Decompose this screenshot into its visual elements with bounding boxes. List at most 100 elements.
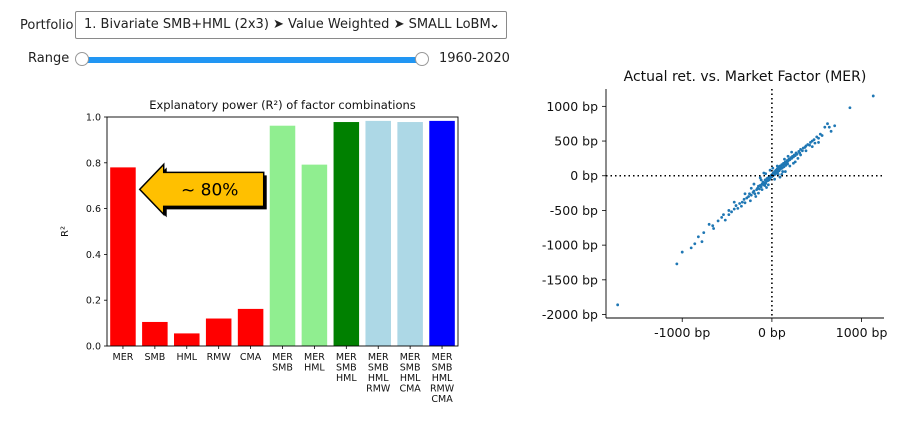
- scatter-x-tick-label: -1000 bp: [654, 325, 710, 340]
- bar: [301, 164, 328, 346]
- scatter-point: [734, 204, 738, 207]
- scatter-point: [754, 195, 758, 198]
- mer-scatter-chart: Actual ret. vs. Market Factor (MER) -1000…: [542, 69, 888, 340]
- bar-x-tick-label: MER: [272, 352, 293, 363]
- bar: [142, 321, 168, 346]
- bar: [365, 120, 391, 346]
- scatter-point: [786, 154, 790, 158]
- scatter-point: [743, 192, 747, 196]
- scatter-point: [817, 141, 820, 144]
- scatter-point: [771, 166, 775, 170]
- bar-x-tick-label: SMB: [336, 363, 357, 374]
- scatter-y-tick-label: 1000 bp: [546, 99, 598, 114]
- scatter-point: [752, 189, 756, 193]
- scatter-point: [740, 200, 744, 204]
- scatter-point: [749, 186, 753, 190]
- range-slider-track[interactable]: [82, 57, 422, 63]
- bar-x-tick-label: SMB: [272, 363, 293, 374]
- scatter-point: [781, 170, 785, 173]
- portfolio-select-value: 1. Bivariate SMB+HML (2x3) ➤ Value Weigh…: [84, 17, 491, 32]
- scatter-y-tick-label: -1000 bp: [542, 238, 598, 253]
- bar: [174, 333, 200, 346]
- bar-x-tick-label: MER: [432, 352, 453, 363]
- bar-x-tick-label: HML: [336, 373, 357, 384]
- scatter-point: [823, 125, 827, 129]
- scatter-point: [759, 185, 763, 189]
- bar-x-tick-label: MER: [336, 352, 357, 363]
- scatter-point: [812, 138, 816, 142]
- bar-x-tick-label: RMW: [366, 384, 391, 395]
- bar-x-tick-label: HML: [400, 373, 421, 384]
- scatter-point: [827, 125, 831, 129]
- scatter-point: [810, 145, 814, 148]
- scatter-point: [765, 186, 768, 189]
- scatter-point: [813, 141, 817, 145]
- scatter-point: [871, 94, 875, 98]
- scatter-point: [799, 153, 802, 157]
- bar-y-tick-label: 0.6: [86, 204, 101, 215]
- scatter-point: [700, 240, 704, 244]
- scatter-point: [800, 149, 804, 153]
- scatter-point: [696, 235, 700, 239]
- scatter-point: [727, 209, 731, 212]
- scatter-point: [820, 134, 824, 137]
- bar-y-tick-label: 0.4: [86, 250, 101, 261]
- bar-x-tick-label: SMB: [368, 363, 389, 374]
- scatter-point: [712, 227, 716, 230]
- scatter-point: [680, 250, 684, 254]
- scatter-point: [747, 195, 750, 198]
- scatter-point: [738, 202, 742, 205]
- scatter-point: [753, 192, 757, 196]
- scatter-point: [768, 168, 772, 172]
- bar-x-tick-label: MER: [368, 352, 389, 363]
- scatter-point: [795, 152, 799, 156]
- range-slider-start-handle[interactable]: [75, 52, 89, 66]
- scatter-y-tick-label: 0 bp: [570, 168, 598, 183]
- bar: [237, 308, 264, 346]
- scatter-point: [804, 149, 808, 153]
- scatter-point: [829, 129, 833, 133]
- scatter-point: [778, 175, 782, 179]
- bar-x-tick-label: CMA: [399, 384, 421, 395]
- scatter-x-tick-label: 0 bp: [758, 325, 786, 340]
- range-label: Range: [28, 51, 70, 66]
- scatter-point: [833, 124, 837, 128]
- scatter-point: [675, 262, 679, 266]
- scatter-point: [757, 187, 761, 191]
- bar-y-tick-label: 1.0: [86, 113, 101, 124]
- scatter-point: [730, 210, 733, 214]
- bar-y-tick-label: 0.2: [86, 296, 101, 307]
- bar: [429, 120, 455, 346]
- scatter-point: [707, 222, 711, 226]
- bar: [110, 167, 136, 346]
- scatter-point: [826, 122, 829, 126]
- scatter-title: Actual ret. vs. Market Factor (MER): [624, 69, 867, 85]
- r2-bar-chart: Explanatory power (R²) of factor combina…: [60, 98, 459, 405]
- bar-chart-title: Explanatory power (R²) of factor combina…: [149, 98, 416, 112]
- bar-x-tick-label: HML: [304, 363, 325, 374]
- bar-y-tick-label: 0.0: [86, 342, 101, 353]
- portfolio-select[interactable]: 1. Bivariate SMB+HML (2x3) ➤ Value Weigh…: [75, 11, 507, 39]
- scatter-point: [760, 188, 764, 192]
- scatter-point: [742, 197, 746, 201]
- scatter-point: [749, 193, 753, 197]
- scatter-point: [732, 207, 736, 211]
- bar: [333, 122, 360, 347]
- scatter-point: [736, 206, 740, 210]
- chevron-down-icon: ⌄: [489, 17, 500, 32]
- annotation-arrow: [138, 162, 265, 217]
- bar-x-tick-label: MER: [113, 352, 134, 363]
- bar-x-tick-label: RMW: [207, 352, 232, 363]
- bar-x-tick-label: SMB: [144, 352, 165, 363]
- scatter-point: [775, 164, 779, 168]
- bar-x-tick-label: CMA: [240, 352, 262, 363]
- bar: [397, 122, 423, 347]
- scatter-y-tick-label: -2000 bp: [542, 307, 598, 322]
- scatter-point: [783, 170, 787, 173]
- scatter-y-tick-label: -500 bp: [550, 203, 598, 218]
- scatter-point: [740, 204, 743, 208]
- scatter-point: [848, 106, 852, 110]
- scatter-point: [817, 136, 820, 140]
- scatter-point: [723, 218, 727, 222]
- range-slider-end-handle[interactable]: [415, 52, 429, 66]
